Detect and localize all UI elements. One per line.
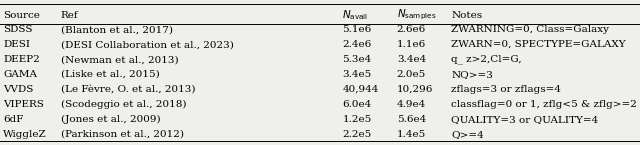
Text: 5.6e4: 5.6e4 (397, 115, 426, 124)
Text: (Parkinson et al., 2012): (Parkinson et al., 2012) (61, 130, 184, 139)
Text: 6.0e4: 6.0e4 (342, 100, 372, 109)
Text: Q>=4: Q>=4 (451, 130, 484, 139)
Text: 2.0e5: 2.0e5 (397, 70, 426, 79)
Text: (Newman et al., 2013): (Newman et al., 2013) (61, 55, 179, 64)
Text: WiggleZ: WiggleZ (3, 130, 47, 139)
Text: (Blanton et al., 2017): (Blanton et al., 2017) (61, 25, 173, 34)
Text: VIPERS: VIPERS (3, 100, 44, 109)
Text: zflags=3 or zflags=4: zflags=3 or zflags=4 (451, 85, 561, 94)
Text: (Le Fèvre, O. et al., 2013): (Le Fèvre, O. et al., 2013) (61, 85, 195, 94)
Text: $N_{\rm samples}$: $N_{\rm samples}$ (397, 8, 436, 22)
Text: 6dF: 6dF (3, 115, 24, 124)
Text: 3.4e4: 3.4e4 (397, 55, 426, 64)
Text: VVDS: VVDS (3, 85, 33, 94)
Text: 2.6e6: 2.6e6 (397, 25, 426, 34)
Text: ZWARN=0, SPECTYPE=GALAXY: ZWARN=0, SPECTYPE=GALAXY (451, 40, 626, 49)
Text: classflag=0 or 1, zflg<5 & zflg>=2: classflag=0 or 1, zflg<5 & zflg>=2 (451, 100, 637, 109)
Text: ZWARNING=0, Class=Galaxy: ZWARNING=0, Class=Galaxy (451, 25, 609, 34)
Text: Ref: Ref (61, 11, 79, 20)
Text: 5.3e4: 5.3e4 (342, 55, 372, 64)
Text: 4.9e4: 4.9e4 (397, 100, 426, 109)
Text: NQ>=3: NQ>=3 (451, 70, 493, 79)
Text: $N_{\rm avail}$: $N_{\rm avail}$ (342, 8, 369, 22)
Text: q_ z>2,Cl=G,: q_ z>2,Cl=G, (451, 55, 522, 64)
Text: 1.1e6: 1.1e6 (397, 40, 426, 49)
Text: 10,296: 10,296 (397, 85, 433, 94)
Text: (DESI Collaboration et al., 2023): (DESI Collaboration et al., 2023) (61, 40, 234, 49)
Text: (Scodeggio et al., 2018): (Scodeggio et al., 2018) (61, 100, 186, 109)
Text: DESI: DESI (3, 40, 30, 49)
Text: 2.2e5: 2.2e5 (342, 130, 372, 139)
Text: (Liske et al., 2015): (Liske et al., 2015) (61, 70, 159, 79)
Text: GAMA: GAMA (3, 70, 37, 79)
Text: Source: Source (3, 11, 40, 20)
Text: 2.4e6: 2.4e6 (342, 40, 372, 49)
Text: 5.1e6: 5.1e6 (342, 25, 372, 34)
Text: 1.2e5: 1.2e5 (342, 115, 372, 124)
Text: 1.4e5: 1.4e5 (397, 130, 426, 139)
Text: QUALITY=3 or QUALITY=4: QUALITY=3 or QUALITY=4 (451, 115, 598, 124)
Text: DEEP2: DEEP2 (3, 55, 40, 64)
Text: SDSS: SDSS (3, 25, 33, 34)
Text: 40,944: 40,944 (342, 85, 379, 94)
Text: (Jones et al., 2009): (Jones et al., 2009) (61, 115, 161, 124)
Text: 3.4e5: 3.4e5 (342, 70, 372, 79)
Text: Notes: Notes (451, 11, 483, 20)
